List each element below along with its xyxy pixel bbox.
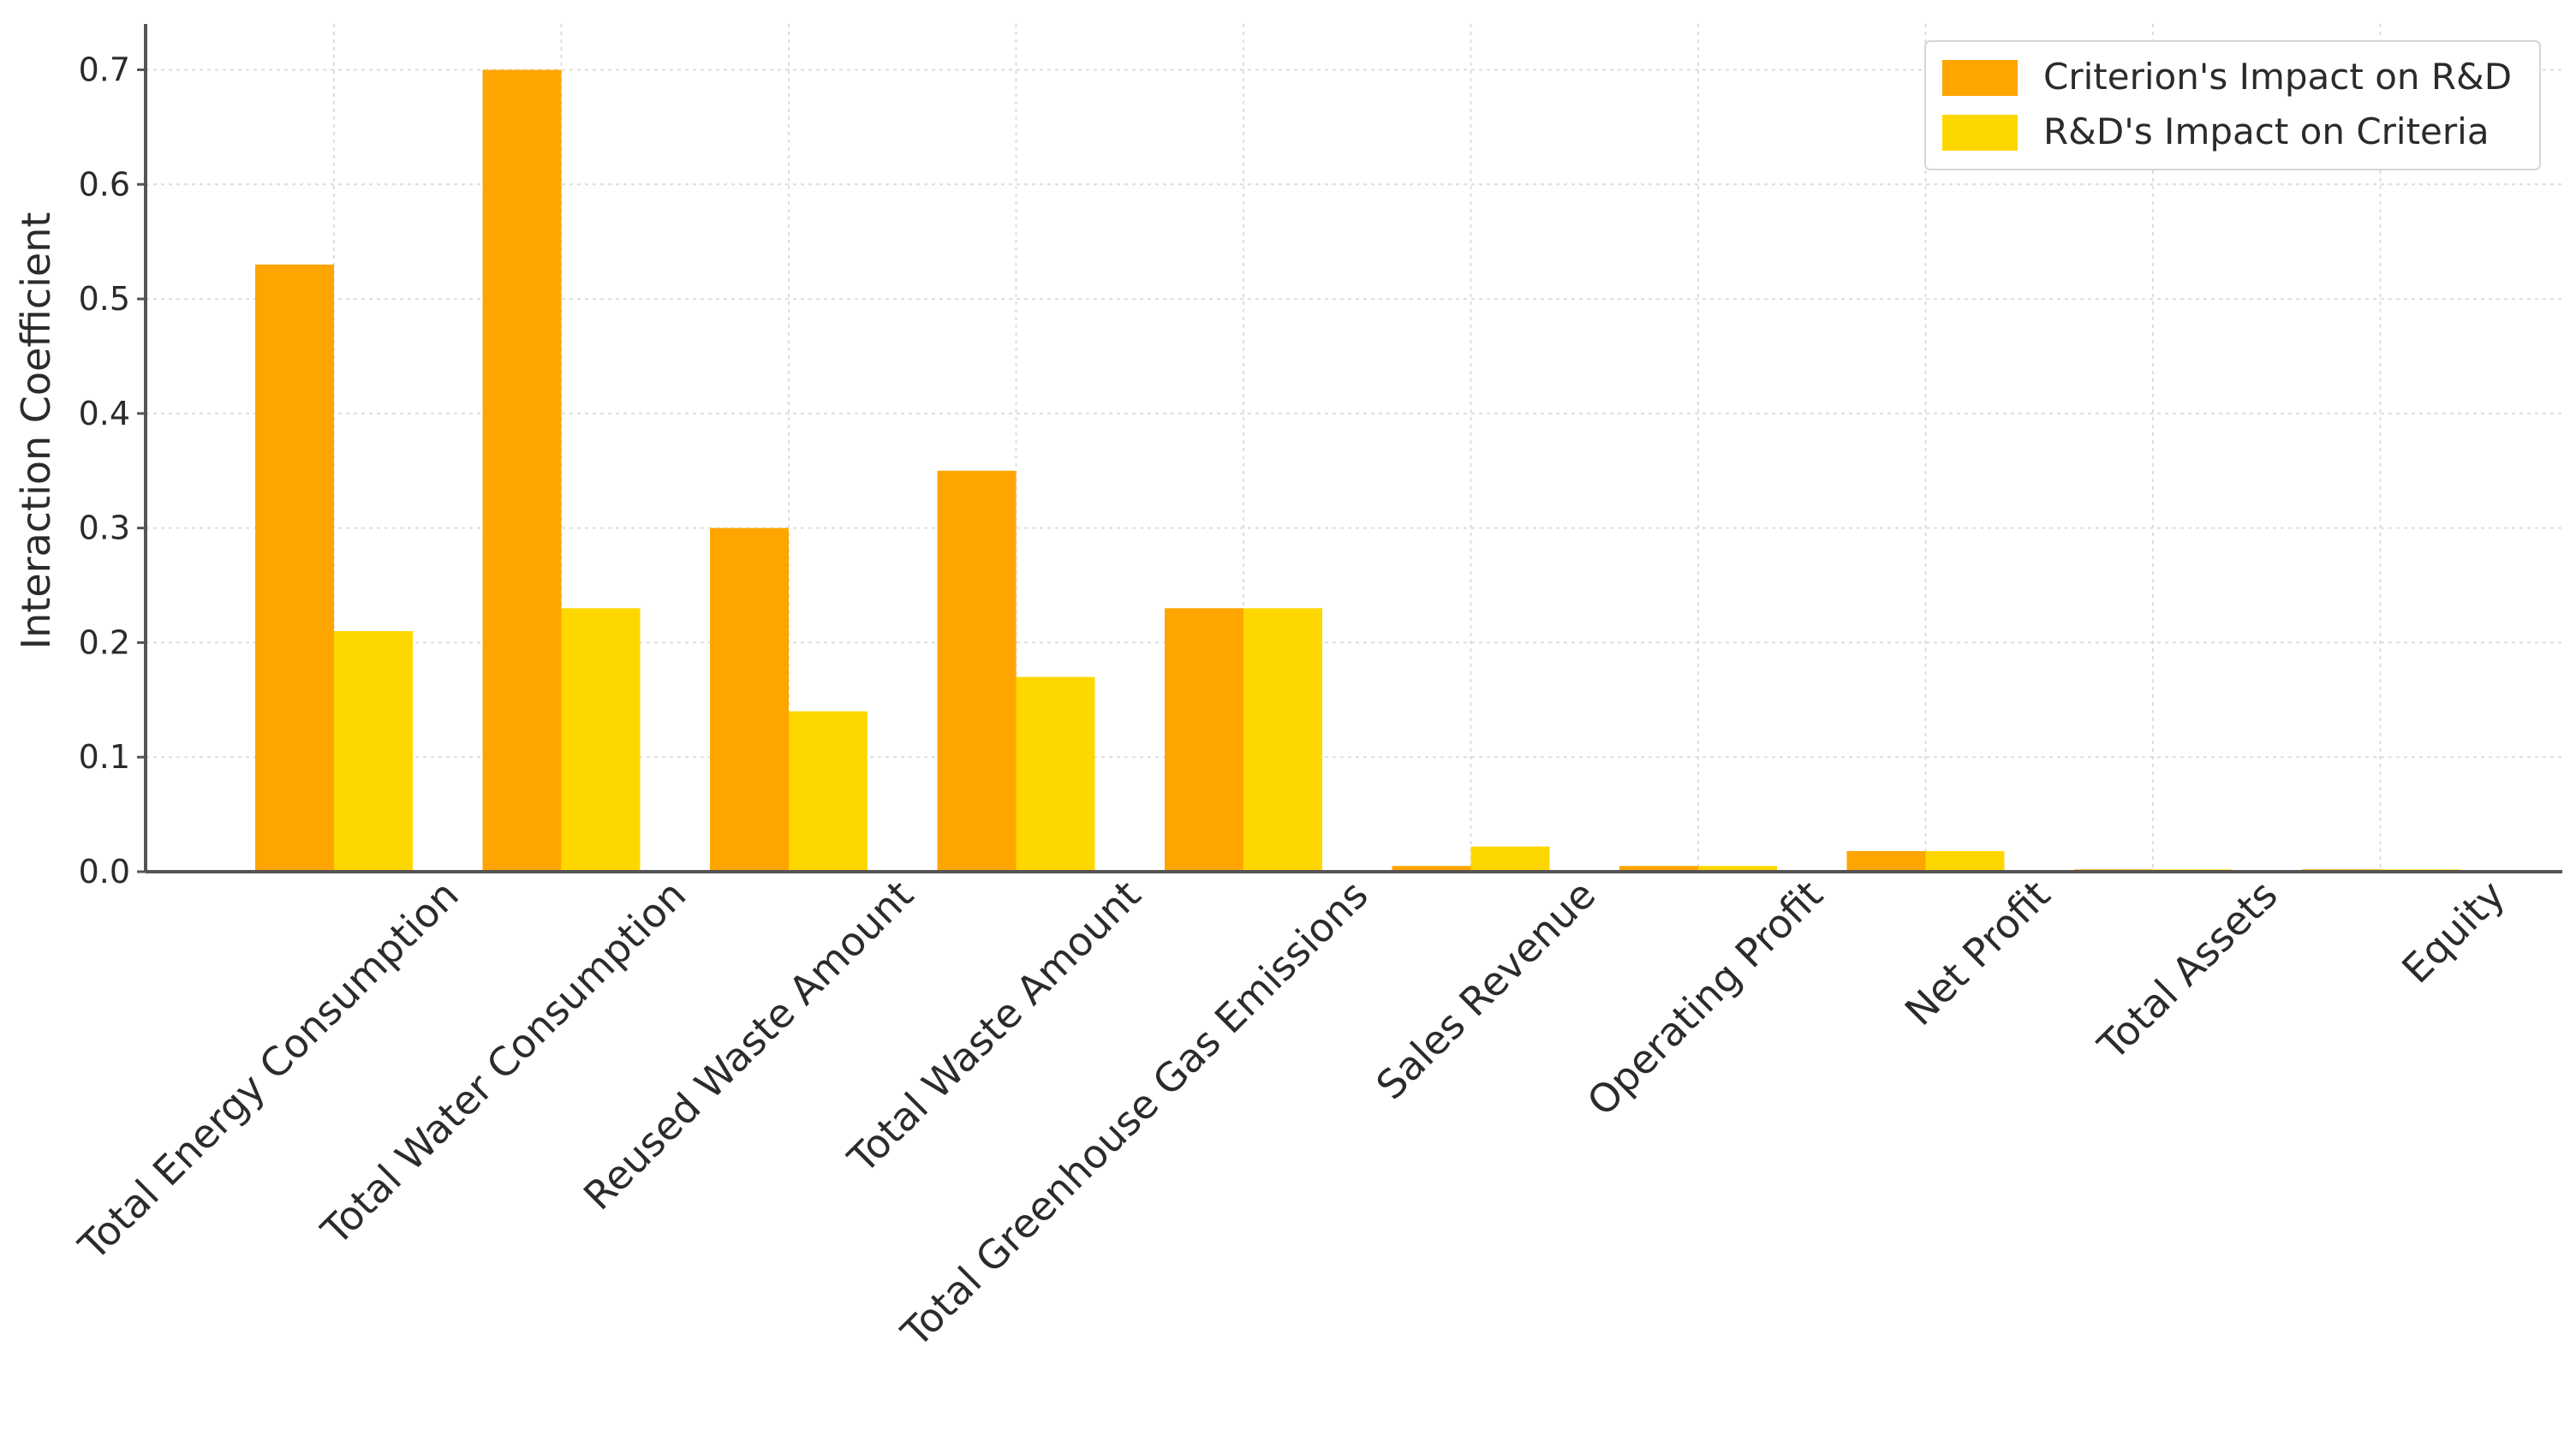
bar [1925, 850, 2005, 872]
bar [937, 470, 1017, 872]
bar [255, 264, 334, 873]
y-tick-label: 0.3 [79, 509, 130, 547]
legend-swatch-rd-impact [1942, 115, 2018, 151]
bars [255, 69, 2460, 873]
legend-label-criterion-impact: Criterion's Impact on R&D [2043, 56, 2512, 98]
bar [1016, 676, 1095, 872]
y-tick-label: 0.6 [79, 165, 130, 203]
bar [482, 69, 562, 873]
x-tick-label: Net Profit [1896, 872, 2059, 1034]
y-tick-label: 0.7 [79, 51, 130, 89]
axes [144, 24, 2562, 873]
bar [1470, 846, 1550, 872]
bar [1165, 608, 1243, 872]
bar [710, 527, 789, 872]
legend-label-rd-impact: R&D's Impact on Criteria [2043, 110, 2490, 152]
x-tick-label: Operating Profit [1578, 872, 1832, 1125]
y-axis-title: Interaction Coefficient [13, 212, 59, 650]
x-tick-label: Equity [2393, 872, 2513, 992]
x-tick-label: Sales Revenue [1368, 872, 1605, 1109]
x-tick-label: Total Water Consumption [312, 872, 695, 1254]
bar [789, 711, 868, 872]
bar [561, 608, 641, 872]
bar [1619, 866, 1698, 872]
y-tick-label: 0.5 [79, 280, 130, 318]
legend-box [1924, 40, 2541, 170]
y-tick-label: 0.2 [79, 623, 130, 661]
y-tick-labels: 0.0 0.1 0.2 0.3 0.4 0.5 0.6 0.7 [79, 51, 146, 891]
legend-swatch-criterion-impact [1942, 60, 2018, 96]
y-tick-label: 0.1 [79, 738, 130, 776]
bar [1846, 850, 1926, 872]
legend: Criterion's Impact on R&D R&D's Impact o… [1924, 40, 2541, 170]
x-tick-label: Total Energy Consumption [69, 872, 468, 1270]
bar [1698, 866, 1777, 872]
x-tick-label: Total Greenhouse Gas Emissions [892, 872, 1377, 1356]
y-tick-label: 0.4 [79, 395, 130, 432]
bar [334, 631, 413, 872]
y-tick-label: 0.0 [79, 853, 130, 891]
x-tick-label: Total Assets [2089, 872, 2287, 1070]
bar [1243, 608, 1322, 872]
bar [1392, 866, 1471, 872]
